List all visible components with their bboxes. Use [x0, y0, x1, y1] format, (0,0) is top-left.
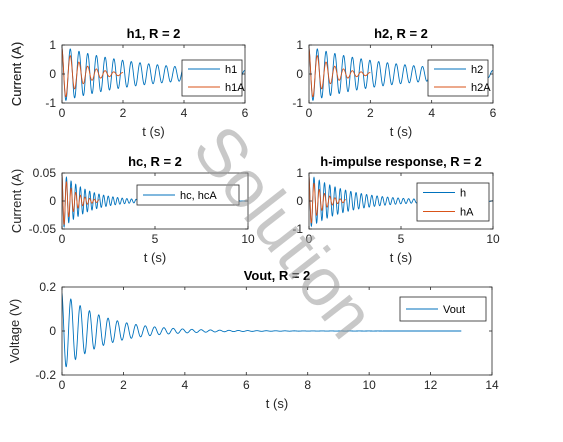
legend: hc, hcA [136, 184, 240, 206]
x-tick-label: 4 [181, 106, 188, 120]
x-tick-label: 10 [241, 232, 255, 246]
legend-entry: h2 [471, 64, 483, 76]
y-tick-label: 0 [49, 194, 56, 208]
x-tick-label: 8 [304, 378, 311, 392]
y-tick-label: 0.2 [39, 280, 56, 294]
y-tick-label: 1 [296, 166, 303, 180]
series-line-Vout [62, 293, 462, 368]
x-tick-label: 4 [182, 378, 189, 392]
x-axis-label: t (s) [266, 396, 288, 411]
x-tick-label: 12 [424, 378, 438, 392]
y-axis-label: Current (A) [9, 169, 24, 233]
series-line-hA [309, 175, 346, 224]
y-tick-label: -0.2 [35, 368, 56, 382]
x-tick-label: 0 [59, 378, 66, 392]
y-axis-label: Current (A) [9, 42, 24, 106]
legend: Vout [399, 296, 487, 322]
x-tick-label: 4 [428, 106, 435, 120]
x-tick-label: 2 [120, 378, 127, 392]
legend-box [427, 59, 489, 97]
y-tick-label: -1 [292, 96, 303, 110]
legend: h hA [416, 182, 490, 222]
y-tick-label: -0.05 [29, 222, 57, 236]
chart-title: h-impulse response, R = 2 [320, 154, 481, 169]
x-tick-label: 2 [120, 106, 127, 120]
legend-entry: h1 [225, 64, 237, 76]
legend: h2 h2A [427, 59, 491, 97]
series-line-h1A [62, 47, 124, 98]
y-tick-label: 0 [296, 194, 303, 208]
series-line-h2A [309, 47, 371, 98]
x-tick-label: 14 [485, 378, 499, 392]
y-tick-label: 1 [49, 38, 56, 52]
x-tick-label: 10 [362, 378, 376, 392]
x-tick-label: 0 [59, 232, 66, 246]
x-tick-label: 0 [306, 106, 313, 120]
legend-entry: hA [460, 207, 474, 219]
legend: h1 h1A [181, 59, 245, 97]
x-tick-label: 0 [306, 232, 313, 246]
legend-box [136, 184, 240, 206]
y-tick-label: 1 [296, 38, 303, 52]
x-axis-label: t (s) [390, 124, 412, 139]
x-tick-label: 6 [490, 106, 497, 120]
chart-title: hc, R = 2 [128, 154, 182, 169]
legend-entry: h2A [471, 82, 491, 94]
legend-entry: Vout [443, 304, 465, 316]
chart-title: h1, R = 2 [127, 26, 181, 41]
chart-title: Vout, R = 2 [244, 268, 311, 283]
y-tick-label: 0 [49, 324, 56, 338]
x-tick-label: 6 [242, 106, 249, 120]
x-tick-label: 2 [367, 106, 374, 120]
x-tick-label: 5 [152, 232, 159, 246]
x-tick-label: 0 [59, 106, 66, 120]
x-axis-label: t (s) [142, 124, 164, 139]
chart-title: h2, R = 2 [374, 26, 428, 41]
x-tick-label: 10 [486, 232, 500, 246]
legend-entry: hc, hcA [180, 190, 217, 202]
legend-entry: h [460, 188, 466, 200]
y-tick-label: -1 [45, 96, 56, 110]
y-tick-label: -1 [292, 222, 303, 236]
x-tick-label: 6 [243, 378, 250, 392]
x-tick-label: 5 [398, 232, 405, 246]
y-axis-label: Voltage (V) [7, 299, 22, 363]
legend-box [416, 182, 490, 222]
y-tick-label: 0 [49, 67, 56, 81]
x-axis-label: t (s) [144, 250, 166, 265]
series-line-hcA [62, 174, 100, 225]
y-tick-label: 0 [296, 67, 303, 81]
x-axis-label: t (s) [390, 250, 412, 265]
legend-box [181, 59, 243, 97]
y-tick-label: 0.05 [33, 166, 57, 180]
y-axis-label: Current (A) [9, 42, 24, 106]
legend-entry: h1A [225, 82, 245, 94]
